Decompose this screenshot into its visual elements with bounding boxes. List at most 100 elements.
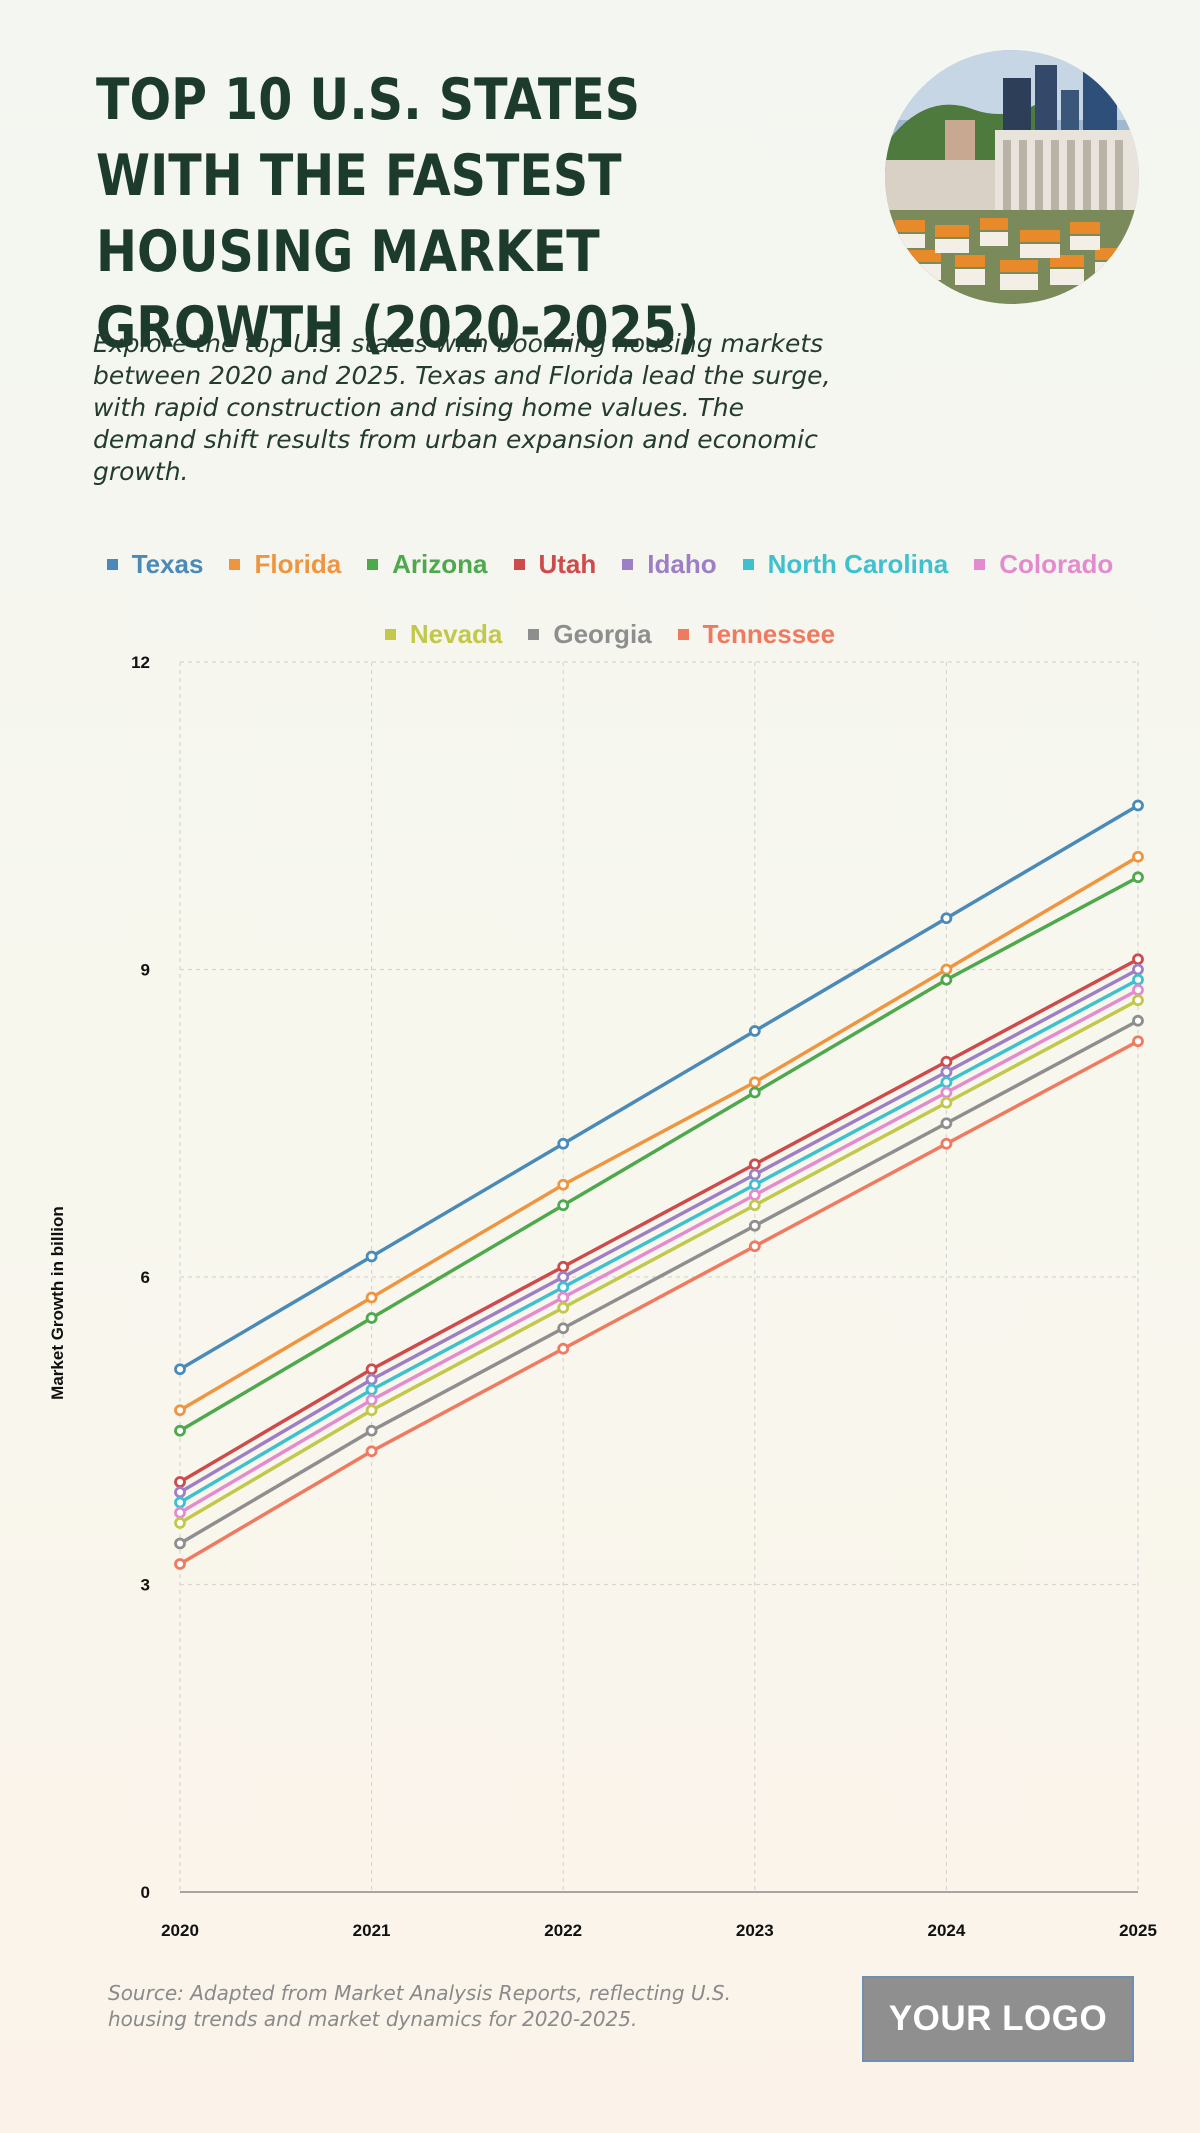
legend-label: Idaho (647, 548, 717, 579)
series-line (179, 1019, 1139, 1546)
legend-swatch (106, 558, 118, 570)
legend-label: Colorado (999, 548, 1114, 579)
legend-label: Tennessee (702, 618, 836, 649)
y-tick-label: 3 (141, 1576, 150, 1595)
series-line (179, 803, 1139, 1371)
data-point (365, 1383, 378, 1396)
data-point (1132, 1035, 1144, 1048)
series-line (179, 967, 1139, 1494)
logo-placeholder: YOUR LOGO (862, 1976, 1134, 2062)
data-point (748, 1178, 761, 1191)
legend-item: Idaho (622, 548, 717, 580)
legend-swatch (622, 558, 634, 570)
data-point (557, 1291, 570, 1304)
series-line (179, 957, 1139, 1484)
legend-label: Texas (131, 548, 204, 579)
data-point (1132, 850, 1144, 863)
x-tick-label: 2023 (736, 1921, 774, 1940)
series-line (179, 875, 1139, 1433)
y-tick-label: 6 (141, 1268, 150, 1287)
data-point (940, 963, 953, 976)
data-point (365, 1394, 378, 1406)
y-tick-label: 0 (141, 1883, 150, 1902)
legend-swatch (367, 558, 379, 570)
data-point (174, 1496, 186, 1509)
legend-label: Georgia (553, 618, 652, 649)
data-point (940, 1055, 953, 1068)
y-axis-title: Market Growth in billion (48, 1206, 67, 1400)
legend-label: North Carolina (767, 548, 949, 579)
data-point (365, 1424, 378, 1437)
data-point (748, 1240, 761, 1253)
data-point (748, 1199, 761, 1212)
data-point (940, 1137, 953, 1150)
city-skyline-photo (885, 50, 1139, 304)
legend-label: Utah (538, 548, 597, 579)
legend-swatch (384, 628, 396, 640)
legend-item: Nevada (384, 618, 503, 650)
page-title: TOP 10 U.S. STATES WITH THE FASTEST HOUS… (96, 67, 700, 361)
data-point (365, 1404, 378, 1417)
data-point (174, 1476, 186, 1488)
legend-swatch (229, 558, 241, 570)
data-point (748, 1025, 761, 1037)
data-point (748, 1168, 761, 1181)
legend-item: Florida (229, 548, 341, 580)
data-point (748, 1219, 761, 1232)
series-line (179, 998, 1139, 1525)
data-point (365, 1312, 378, 1324)
city-skyline-image (885, 50, 1139, 304)
data-point (557, 1271, 570, 1283)
series-line (179, 988, 1139, 1515)
data-point (940, 973, 953, 986)
data-point (940, 1066, 953, 1078)
x-tick-label: 2025 (1119, 1921, 1157, 1940)
data-point (1132, 984, 1144, 996)
data-point (1132, 994, 1144, 1007)
data-point (557, 1322, 570, 1335)
data-point (940, 1086, 953, 1099)
data-point (748, 1158, 761, 1171)
data-point (557, 1137, 570, 1150)
legend-swatch (742, 558, 754, 570)
legend-label: Nevada (409, 618, 503, 649)
data-point (940, 1096, 953, 1109)
data-point (174, 1558, 186, 1570)
data-point (174, 1537, 186, 1550)
legend-item: North Carolina (742, 548, 949, 580)
data-point (365, 1373, 378, 1386)
legend-swatch (513, 558, 525, 570)
legend-item: Tennessee (677, 618, 836, 650)
legend-item: Texas (106, 548, 204, 580)
data-point (1132, 973, 1144, 986)
legend-swatch (974, 558, 986, 570)
data-point (174, 1486, 186, 1499)
series-line (179, 1039, 1139, 1566)
data-point (365, 1363, 378, 1376)
data-point (174, 1506, 186, 1519)
data-point (174, 1517, 186, 1529)
x-tick-label: 2020 (161, 1921, 199, 1940)
legend-item: Georgia (528, 618, 652, 650)
legend-item: Arizona (367, 548, 488, 580)
data-point (365, 1250, 378, 1263)
data-point (1132, 963, 1144, 976)
legend-item: Utah (513, 548, 597, 580)
x-tick-label: 2021 (353, 1921, 391, 1940)
data-point (748, 1086, 761, 1099)
data-point (174, 1424, 186, 1437)
data-point (1132, 799, 1144, 812)
data-point (940, 1076, 953, 1089)
series-line (179, 978, 1139, 1505)
legend-label: Arizona (392, 548, 488, 579)
data-point (748, 1076, 761, 1089)
data-point (940, 912, 953, 925)
source-note: Source: Adapted from Market Analysis Rep… (108, 1981, 731, 2031)
legend-swatch (528, 628, 540, 640)
data-point (1132, 871, 1144, 884)
legend-label: Florida (254, 548, 342, 579)
data-point (557, 1260, 570, 1273)
data-point (940, 1117, 953, 1130)
x-tick-label: 2024 (927, 1921, 965, 1940)
